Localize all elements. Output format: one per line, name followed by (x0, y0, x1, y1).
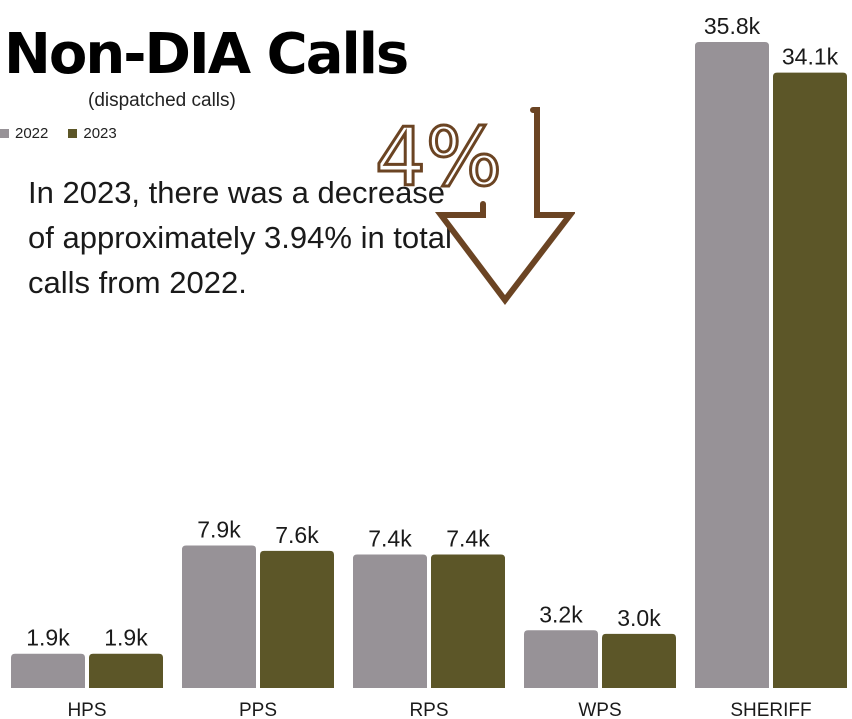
data-label-sheriff-2023: 34.1k (782, 44, 839, 70)
bar-rps-2023 (431, 554, 505, 688)
data-label-hps-2023: 1.9k (104, 625, 148, 651)
x-tick-label-pps: PPS (239, 700, 277, 719)
chart-title: Non-DIA Calls (4, 22, 409, 87)
bar-wps-2023 (602, 633, 676, 688)
bar-sheriff-2023 (773, 72, 847, 689)
data-label-wps-2022: 3.2k (539, 601, 583, 627)
summary-annotation: In 2023, there was a decrease of approxi… (28, 175, 452, 300)
data-label-hps-2022: 1.9k (26, 625, 70, 651)
x-tick-label-hps: HPS (67, 700, 106, 719)
bar-hps-2023 (89, 653, 163, 688)
legend-swatch-2022 (0, 129, 9, 138)
data-label-pps-2022: 7.9k (197, 516, 241, 542)
data-label-rps-2023: 7.4k (446, 525, 490, 551)
bar-wps-2022 (524, 630, 598, 688)
bar-pps-2022 (182, 545, 256, 688)
legend-label-2023: 2023 (83, 125, 117, 142)
down-arrow-icon (434, 107, 575, 305)
data-label-wps-2023: 3.0k (617, 605, 661, 631)
bar-pps-2023 (260, 550, 334, 688)
bar-hps-2022 (11, 653, 85, 688)
bar-rps-2022 (353, 554, 427, 688)
data-label-sheriff-2022: 35.8k (704, 13, 761, 39)
chart-subtitle: (dispatched calls) (88, 90, 236, 111)
data-label-pps-2023: 7.6k (275, 522, 319, 548)
x-tick-label-sheriff: SHERIFF (730, 700, 811, 719)
legend-item-2023: 2023 (68, 125, 117, 142)
legend: 2022 2023 (0, 125, 117, 142)
x-tick-label-wps: WPS (578, 700, 621, 719)
bar-sheriff-2022 (695, 42, 769, 688)
legend-swatch-2023 (68, 129, 78, 138)
data-label-rps-2022: 7.4k (368, 525, 412, 551)
legend-item-2022: 2022 (0, 125, 48, 142)
decrease-callout: 4% (375, 107, 575, 305)
legend-label-2022: 2022 (15, 125, 49, 142)
x-tick-label-rps: RPS (409, 700, 448, 719)
callout-percent-text: 4% (375, 111, 502, 204)
